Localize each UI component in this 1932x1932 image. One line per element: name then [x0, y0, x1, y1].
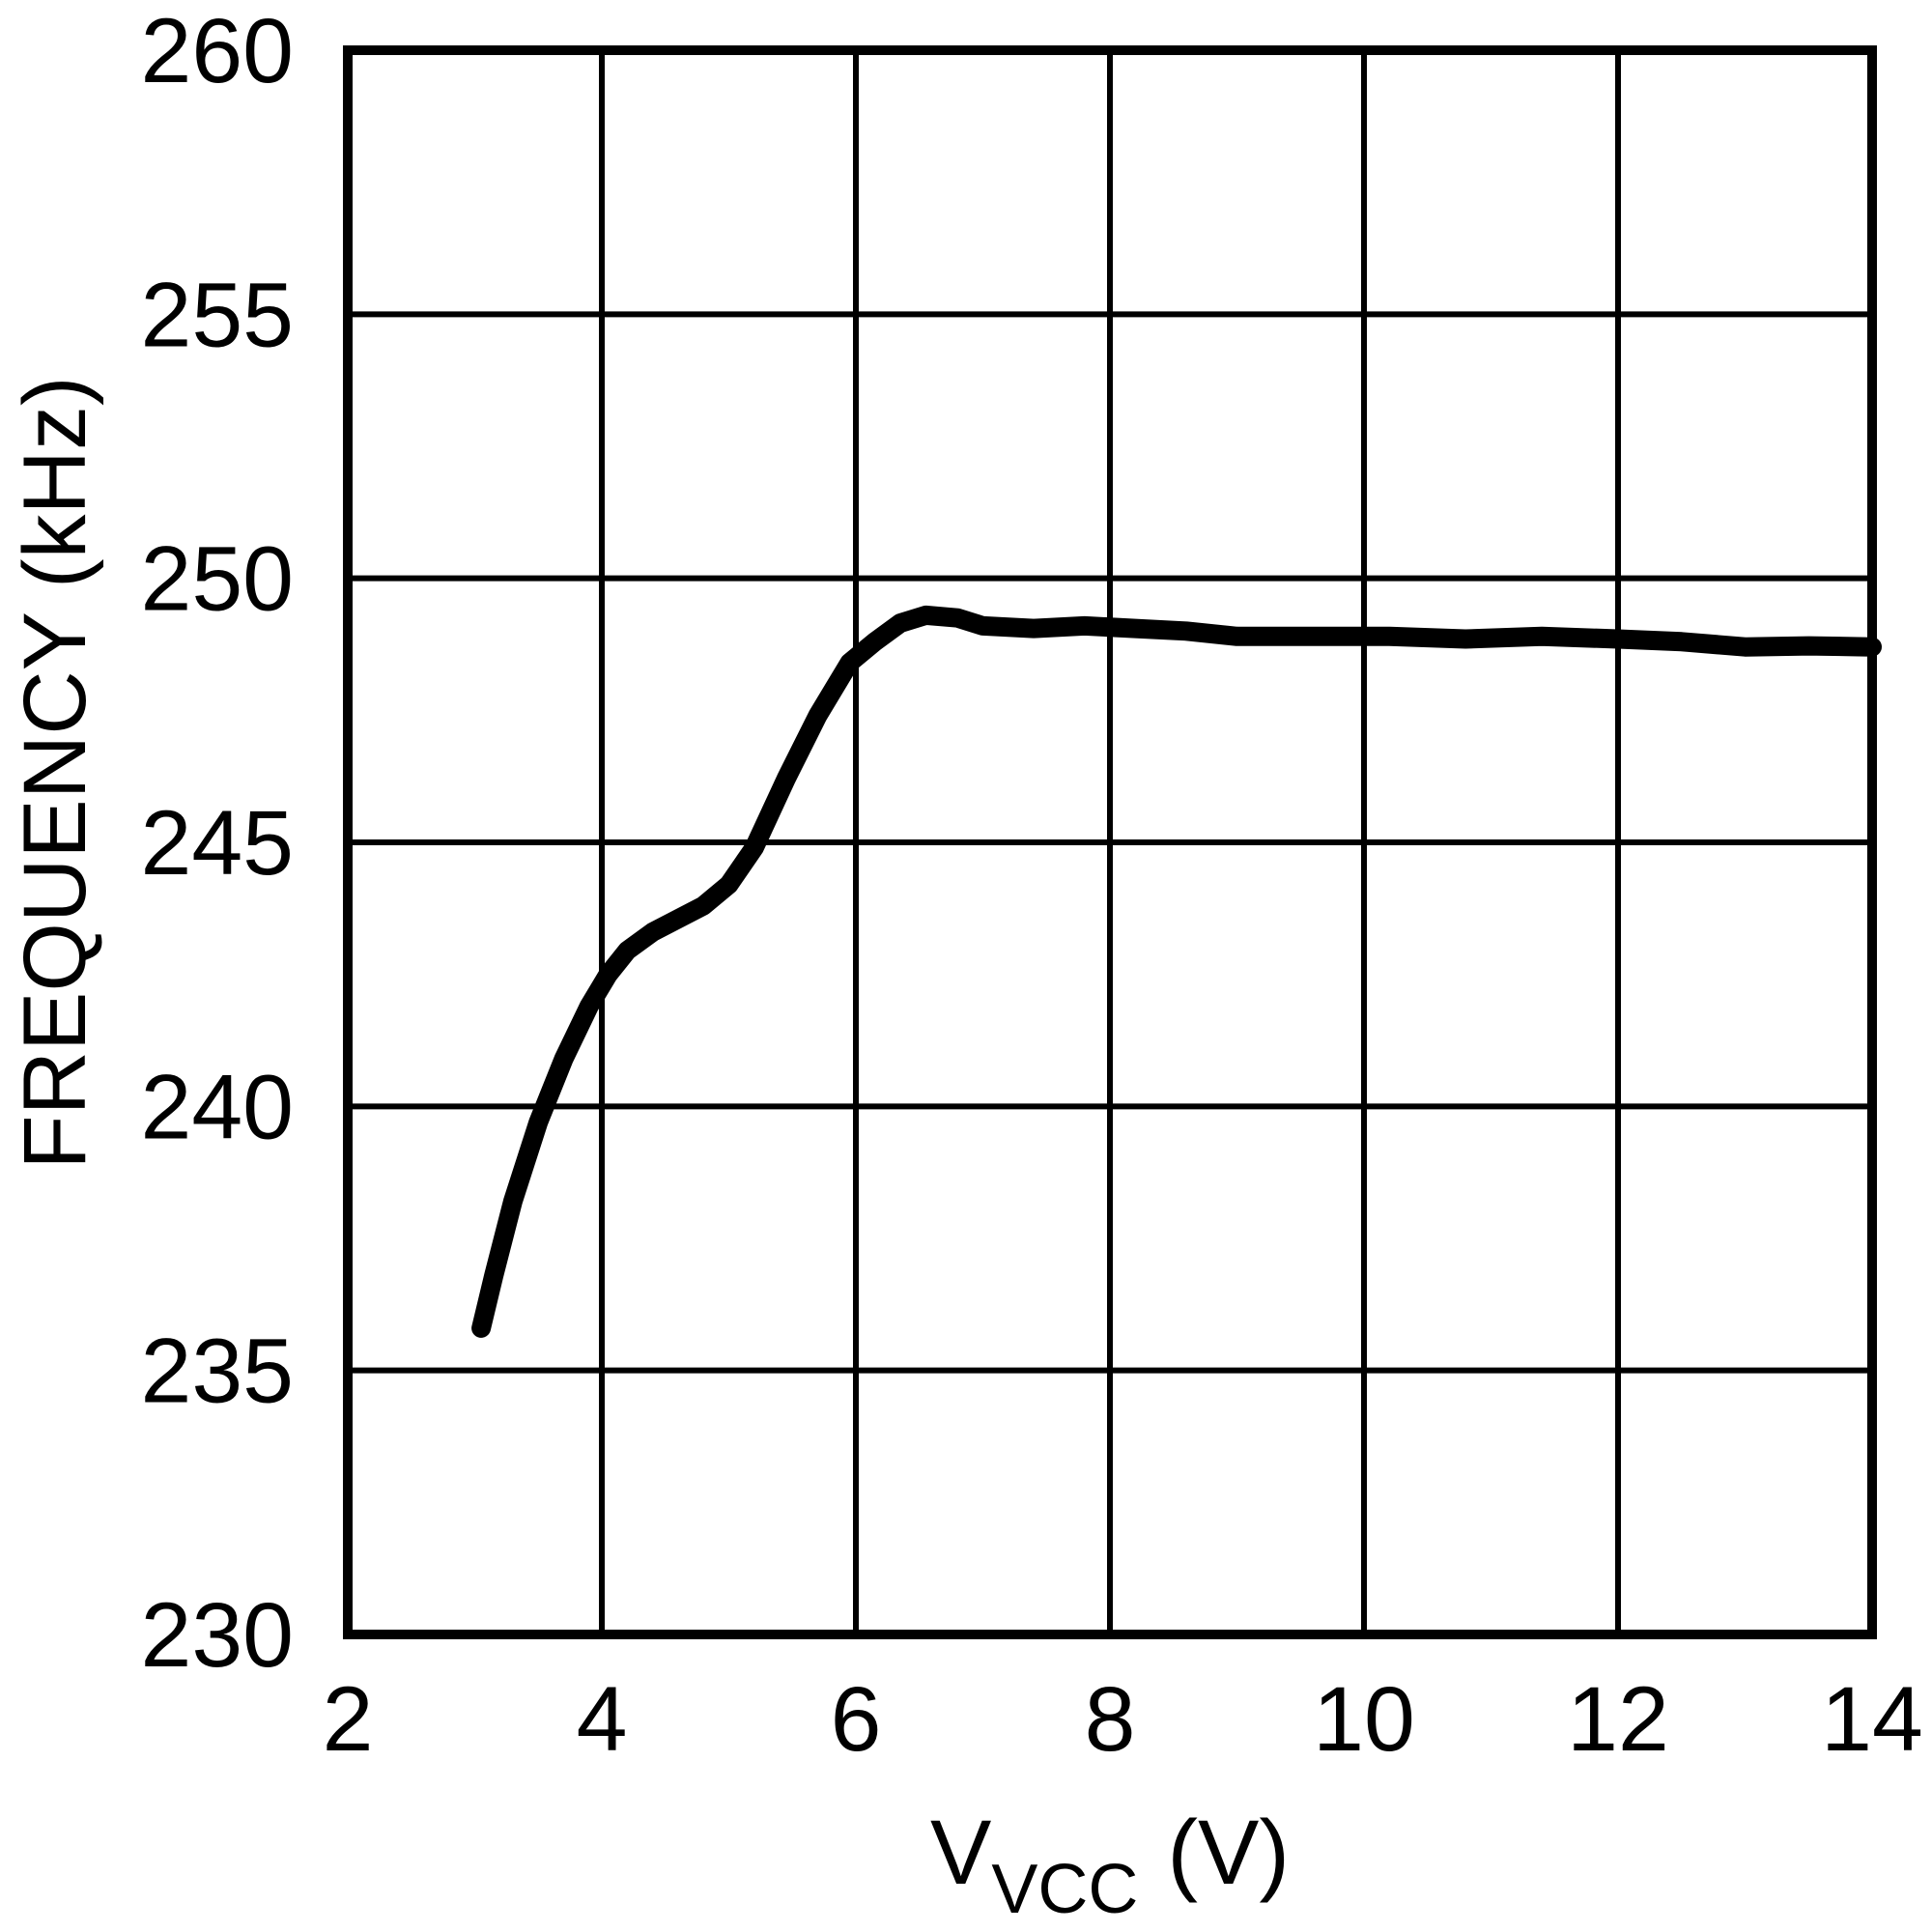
x-tick-label: 10 [1313, 1668, 1415, 1771]
y-tick-label: 240 [140, 1056, 294, 1158]
plot-border [343, 45, 1877, 1639]
y-tick-label: 245 [140, 792, 294, 895]
x-axis-title-units: (V) [1167, 1802, 1290, 1904]
x-tick-label: 4 [577, 1668, 628, 1771]
y-tick-label: 260 [140, 0, 294, 102]
frequency-curve [471, 605, 1882, 1338]
y-tick-label: 235 [140, 1321, 294, 1423]
x-tick-label: 12 [1567, 1668, 1669, 1771]
x-tick-label: 8 [1085, 1668, 1136, 1771]
x-axis-title-subscript: VCC [991, 1851, 1138, 1928]
y-axis-tick-labels: 230 235 240 245 250 255 260 [140, 0, 294, 1687]
x-axis-title-main: V [930, 1802, 991, 1904]
x-tick-label: 6 [831, 1668, 882, 1771]
x-tick-label: 14 [1821, 1668, 1923, 1771]
y-tick-label: 230 [140, 1584, 294, 1687]
y-axis-title: FREQUENCY (kHz) [6, 376, 104, 1169]
x-axis-tick-labels: 2 4 6 8 10 12 14 [323, 1668, 1923, 1771]
x-axis-title: VVCC (V) [930, 1802, 1290, 1928]
y-tick-label: 255 [140, 264, 294, 366]
y-tick-label: 250 [140, 528, 294, 631]
gridlines [348, 50, 1872, 1634]
x-tick-label: 2 [323, 1668, 374, 1771]
